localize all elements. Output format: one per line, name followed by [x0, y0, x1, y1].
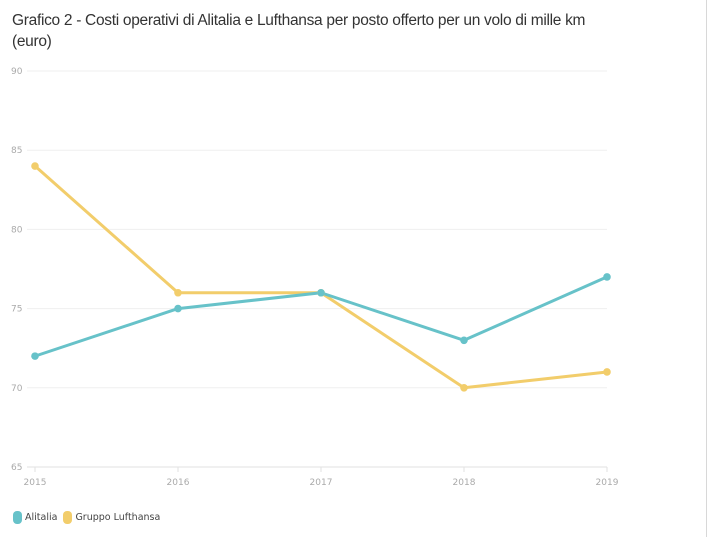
data-point [31, 352, 39, 360]
x-tick-label: 2016 [167, 478, 190, 488]
chart-title: Grafico 2 - Costi operativi di Alitalia … [12, 12, 586, 50]
x-tick-label: 2018 [453, 478, 476, 488]
series-line-alitalia [34, 275, 608, 358]
data-point [174, 288, 182, 297]
data-point [603, 273, 611, 281]
x-tick-label: 2017 [310, 478, 333, 488]
y-tick-label: 80 [11, 225, 23, 235]
legend-swatch [13, 511, 22, 524]
y-tick-label: 65 [11, 463, 22, 473]
y-tick-label: 75 [11, 305, 22, 315]
data-point [31, 162, 39, 170]
y-tick-label: 85 [11, 146, 22, 156]
legend-item[interactable]: Gruppo Lufthansa [63, 511, 160, 524]
data-point [317, 288, 325, 297]
data-point [174, 304, 182, 313]
legend-label: Alitalia [25, 512, 58, 523]
y-tick-label: 90 [11, 67, 23, 77]
y-axis-ticks: 65 70 75 80 85 90 [11, 67, 23, 473]
series-line-gruppo-lufthansa [34, 164, 608, 390]
y-tick-label: 70 [11, 384, 23, 394]
legend-item[interactable]: Alitalia [13, 511, 57, 524]
legend-swatch [63, 511, 73, 524]
data-point [603, 368, 611, 376]
data-point [460, 384, 468, 392]
panel-border [706, 0, 707, 537]
x-axis-ticks: 2015 2016 2017 2018 2019 [24, 467, 619, 488]
legend: Alitalia Gruppo Lufthansa [13, 511, 166, 524]
legend-label: Gruppo Lufthansa [75, 512, 161, 523]
data-point [460, 336, 468, 345]
gridlines [27, 70, 607, 468]
x-tick-label: 2015 [24, 478, 47, 488]
series-lines [31, 162, 611, 392]
x-tick-label: 2019 [596, 478, 619, 488]
